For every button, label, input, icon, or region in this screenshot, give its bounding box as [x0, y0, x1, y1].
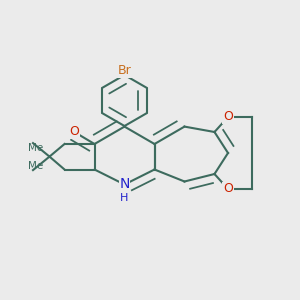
Text: O: O	[223, 182, 233, 196]
Text: O: O	[223, 110, 233, 124]
Text: Br: Br	[118, 64, 131, 77]
Text: Me: Me	[28, 160, 44, 171]
Text: H: H	[120, 193, 129, 203]
Text: N: N	[119, 178, 130, 191]
Text: O: O	[70, 125, 79, 139]
Text: Me: Me	[28, 142, 44, 153]
